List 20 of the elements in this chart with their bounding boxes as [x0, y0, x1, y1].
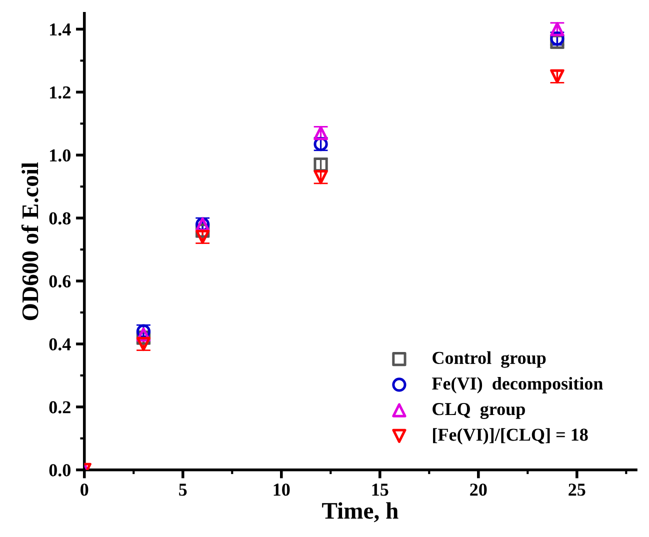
- y-tick-label: 1.4: [50, 24, 71, 36]
- y-tick-label: 0.2: [49, 401, 70, 414]
- x-tick-label: 15: [372, 484, 388, 496]
- x-tick-label: 5: [179, 484, 187, 496]
- legend-label: Control group: [432, 351, 546, 368]
- y-tick-label: 0.0: [49, 464, 70, 476]
- legend-label: Fe(VI) decomposition: [432, 376, 603, 394]
- y-axis-title: OD600 of E.coil: [21, 162, 38, 320]
- y-tick-label: 0.6: [49, 275, 71, 288]
- y-tick-label: 1.2: [50, 86, 70, 99]
- x-tick-label: 0: [80, 484, 88, 496]
- y-tick-label: 0.8: [49, 212, 71, 225]
- x-axis-title: Time, h: [322, 502, 398, 522]
- y-tick-label: 1.0: [50, 149, 70, 162]
- x-tick-label: 25: [568, 484, 586, 496]
- y-tick-label: 0.4: [49, 338, 71, 350]
- x-tick-label: 20: [470, 484, 487, 496]
- legend-label: CLQ group: [432, 403, 525, 419]
- x-tick-label: 10: [274, 484, 290, 496]
- legend-label: [Fe(VI)]/[CLQ] = 18: [433, 428, 588, 444]
